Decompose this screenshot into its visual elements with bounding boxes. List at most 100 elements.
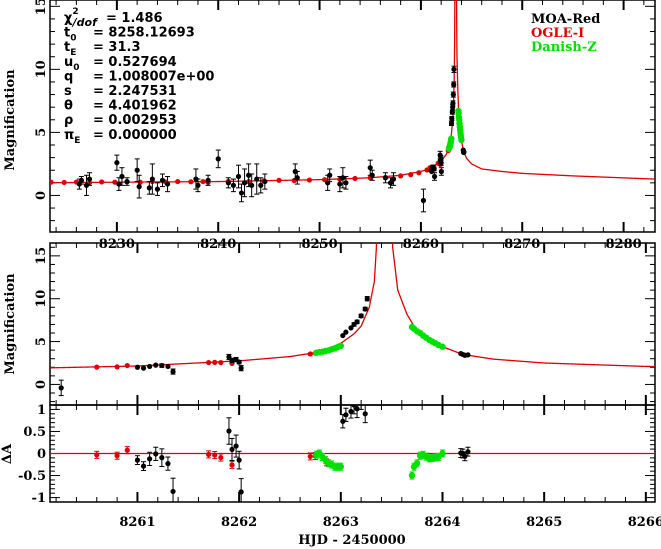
data-point — [238, 190, 245, 196]
parameter-subscript: 0 — [73, 63, 79, 73]
moa-red-point — [215, 149, 221, 169]
moa-red-point — [165, 363, 171, 370]
data-point — [327, 172, 333, 178]
parameter-symbol: πE — [64, 128, 80, 146]
moa-red-point-residual — [365, 374, 370, 396]
moa-red-point — [340, 167, 346, 189]
data-point — [238, 489, 244, 495]
data-point — [147, 363, 153, 370]
ogle-i-point-residual — [206, 450, 212, 459]
data-point — [238, 365, 244, 371]
data-point — [134, 167, 140, 173]
legend-ogle: OGLE-I — [531, 26, 584, 41]
data-point — [153, 362, 159, 368]
ogle-i-point — [137, 179, 143, 185]
ogle-i-point — [398, 173, 404, 179]
parameter-symbol: χ2/dof — [64, 7, 98, 29]
data-point — [140, 365, 147, 371]
danish-z-point-residual — [413, 459, 421, 468]
x-tick-label: 8280 — [605, 237, 641, 252]
x-tick-label: 8250 — [301, 237, 337, 252]
data-point — [449, 109, 455, 115]
data-point — [159, 177, 166, 183]
data-point — [408, 472, 416, 479]
moa-red-point — [438, 167, 444, 176]
parameter-symbol: θ — [64, 99, 73, 114]
x-tick-label: 8266 — [628, 515, 661, 530]
danish-z-point-residual — [408, 471, 416, 480]
ogle-i-point — [212, 359, 218, 365]
data-point — [94, 364, 100, 370]
plot-frame — [49, 0, 656, 233]
moa-red-point — [147, 363, 153, 370]
data-point — [170, 368, 176, 375]
y-axis-label-top: Magnification — [3, 69, 18, 171]
data-point — [362, 411, 368, 417]
parameter-symbol: q — [64, 69, 73, 84]
moa-red-point — [195, 178, 201, 193]
data-point — [114, 160, 120, 166]
data-point — [134, 457, 141, 463]
parameter-value: = 31.3 — [93, 40, 141, 55]
data-point — [154, 186, 161, 192]
data-point — [343, 329, 349, 335]
moa-red-point — [164, 176, 171, 193]
residual-panel: 8261 8262 8263 8264 8265 8266 -1 -0.5 0 0.5 1 — [18, 374, 661, 530]
data-point — [448, 135, 455, 142]
moa-red-point-residual — [233, 434, 239, 458]
data-point — [343, 180, 349, 186]
data-point — [367, 165, 373, 171]
y-tick-label: 0 — [37, 447, 46, 462]
moa-red-point — [146, 181, 152, 195]
moa-red-point-residual — [153, 446, 159, 461]
ogle-i-point — [112, 179, 118, 185]
data-point — [94, 452, 100, 458]
moa-red-point-residual — [343, 407, 349, 422]
x-tick-label: 8262 — [221, 515, 257, 530]
moa-red-point — [205, 174, 211, 186]
moa-red-point — [343, 329, 349, 335]
data-point — [348, 408, 354, 415]
ogle-i-point-residual — [229, 460, 235, 469]
data-point — [124, 178, 130, 185]
data-point — [195, 182, 201, 188]
data-point — [225, 180, 231, 186]
data-point — [382, 175, 389, 181]
moa-red-point — [229, 357, 235, 364]
parameter-value: = 2.247531 — [93, 84, 177, 99]
parameter-symbol-main: ρ — [64, 113, 73, 128]
x-axis-label: HJD - 2450000 — [298, 533, 405, 548]
moa-red-point — [154, 182, 161, 196]
moa-red-point — [340, 332, 346, 339]
data-point — [137, 179, 143, 185]
ogle-i-point-residual — [94, 450, 100, 459]
ogle-i-point — [99, 179, 105, 185]
moa-red-point — [450, 100, 456, 107]
data-point — [358, 313, 364, 319]
data-point — [254, 176, 260, 182]
danish-z-point-residual — [439, 449, 446, 458]
parameter-value: = 0.002953 — [93, 113, 177, 128]
ogle-i-point — [114, 364, 120, 370]
moa-red-point — [382, 172, 389, 184]
ogle-i-point-residual — [212, 451, 218, 460]
moa-red-point-residual — [229, 437, 235, 461]
ogle-i-point-residual — [307, 452, 313, 461]
parameter-value: = 8258.12693 — [93, 26, 195, 41]
data-point — [215, 156, 221, 162]
moa-red-point — [119, 167, 125, 186]
moa-red-point — [159, 173, 166, 188]
data-point — [159, 455, 165, 461]
moa-red-point — [354, 319, 360, 325]
data-point — [165, 363, 171, 370]
moa-red-point — [238, 365, 244, 372]
moa-red-point — [438, 159, 444, 166]
data-point — [354, 319, 360, 325]
ogle-i-point — [200, 178, 206, 185]
parameter-symbol: t0 — [64, 26, 76, 44]
data-point — [83, 182, 90, 188]
data-point — [147, 456, 153, 462]
moa-red-point — [78, 176, 85, 185]
